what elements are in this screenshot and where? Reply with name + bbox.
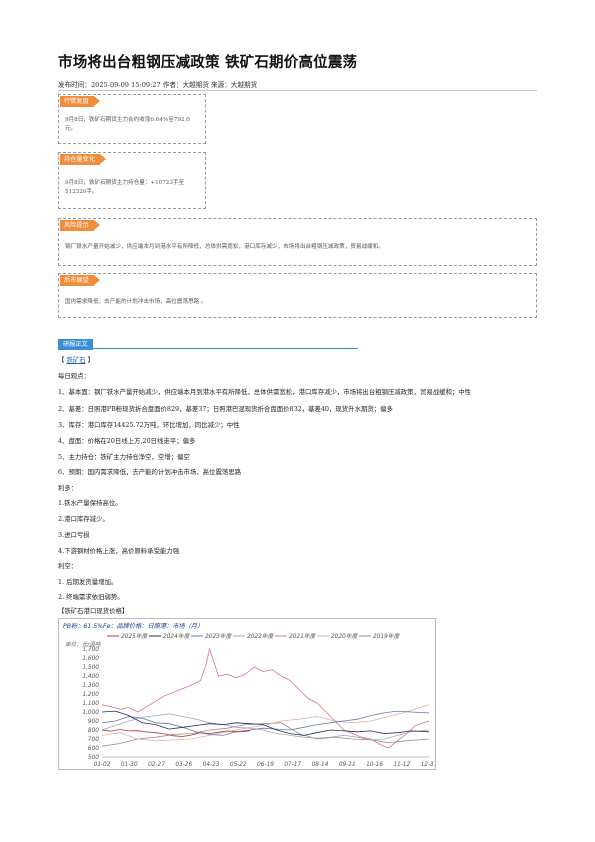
legend-label: 2022年度 (247, 633, 275, 640)
legend-label: 2020年度 (331, 633, 359, 640)
market-review-tag: 行情复盘 (60, 96, 100, 107)
legend-label: 2023年度 (205, 633, 233, 640)
series-line (101, 704, 430, 742)
x-tick-label: 08-14 (312, 762, 329, 768)
position-change-tag: 持仓量变化 (60, 154, 106, 165)
y-tick-label: 1,400 (82, 674, 99, 680)
body-paragraph: 2. 终端需求依旧弱势。 (58, 593, 124, 601)
risk-warning-tag: 风险提示 (60, 220, 100, 231)
series-line (101, 729, 250, 737)
risk-warning-text: 钢厂铁水产量开始减少，供应端本月到港水平有所降低，总体供需宽松，港口库存减少，市… (65, 244, 384, 250)
y-tick-label: 1,200 (82, 692, 99, 698)
body-paragraph: 1. 后期发货量增加。 (58, 578, 118, 586)
legend-label: 2019年度 (373, 633, 401, 640)
series-line (101, 710, 430, 736)
market-review-line: 元。 (65, 126, 77, 132)
position-change-line: 512320手。 (65, 189, 98, 195)
series-line (101, 710, 430, 736)
x-tick-label: 05-22 (230, 762, 247, 768)
outlook-box: 后市展望 国内需求降低，去产能的计划冲击市场，高位震荡思路 。 (58, 273, 537, 318)
market-review-text: 9月8日，铁矿石期货主力合约收涨0.64%至792.0 元。 (65, 116, 190, 134)
body-paragraph: 2.港口库存减少。 (58, 515, 109, 523)
legend-label: 2021年度 (289, 633, 317, 640)
series-line (101, 647, 430, 749)
body-paragraph: 利多： (58, 484, 78, 492)
x-tick-label: 04-23 (203, 762, 220, 768)
x-tick-label: 01-02 (94, 762, 111, 768)
price-chart: PB粉：61.5%Fe：品牌价格：日照港：市场（月） 2025年度 2024年度 20… (58, 618, 436, 770)
body-paragraph: 利空： (58, 562, 78, 570)
x-tick-label: 12-31 (421, 762, 435, 768)
y-tick-label: 1,700 (82, 647, 99, 653)
body-paragraph: 1、基本面：钢厂铁水产量开始减少，供应端本月到港水平有所降低，总体供需宽松，港口… (58, 388, 472, 396)
outlook-text: 国内需求降低，去产能的计划冲击市场，高位震荡思路 。 (65, 299, 207, 305)
report-body-divider (58, 348, 358, 349)
y-tick-label: 600 (88, 746, 99, 752)
body-paragraph: 6、预期：国内需求降低，去产能的计划冲击市场，高位震荡思路 (58, 468, 242, 476)
x-tick-label: 09-11 (339, 762, 356, 768)
x-tick-label: 02-27 (148, 762, 165, 768)
chart-caption: 【铁矿石港口现货价格】 (58, 607, 129, 615)
position-change-text: 9月8日，铁矿石期货主力持仓量：+10723手至 512320手。 (65, 179, 184, 197)
x-tick-label: 01-30 (121, 762, 138, 768)
y-tick-label: 900 (88, 719, 99, 725)
body-paragraph: 3.进口亏损 (58, 531, 90, 539)
bracket-open: 【 (58, 356, 67, 364)
body-paragraph: 5、主力持仓：铁矿主力持仓净空，空增；偏空 (58, 453, 190, 461)
x-tick-label: 07-17 (284, 762, 301, 768)
y-axis-label: 单位：元/湿吨 (65, 641, 102, 648)
legend-label: 2025年度 (121, 633, 149, 640)
body-paragraph: 每日观点： (58, 372, 90, 380)
position-change-box: 持仓量变化 9月8日，铁矿石期货主力持仓量：+10723手至 512320手。 (58, 152, 206, 209)
x-tick-label: 10-16 (366, 762, 383, 768)
legend-label: 2024年度 (163, 633, 191, 640)
y-tick-label: 700 (88, 737, 99, 743)
x-tick-label: 06-19 (257, 762, 274, 768)
body-paragraph: 4.下游钢材价格上涨，高价原料承受能力强 (58, 547, 180, 555)
price-chart-svg: PB粉：61.5%Fe：品牌价格：日照港：市场（月） 2025年度 2024年度 20… (63, 622, 435, 768)
y-tick-label: 500 (88, 755, 99, 761)
body-paragraph: 2、基差：日照港PB粉现货折合盘面价829，基差37；日照港巴混现货折合盘面价8… (58, 405, 393, 413)
publish-meta: 发布时间：2025-09-09 15:09:27 作者：大越期货 来源：大越期货 (58, 81, 258, 89)
position-change-line: 9月8日，铁矿石期货主力持仓量：+10723手至 (65, 180, 185, 186)
market-review-box: 行情复盘 9月8日，铁矿石期货主力合约收涨0.64%至792.0 元。 (58, 94, 206, 144)
y-tick-label: 1,600 (82, 656, 99, 662)
risk-warning-box: 风险提示 钢厂铁水产量开始减少，供应端本月到港水平有所降低，总体供需宽松，港口库… (58, 218, 537, 266)
meta-divider (58, 90, 537, 91)
series-line (101, 713, 430, 741)
body-paragraph: 3、库存：港口库存14425.72万吨，环比增加，同比减少；中性 (58, 421, 240, 429)
series-line (101, 722, 430, 747)
y-tick-label: 1,300 (82, 683, 99, 689)
chart-title: PB粉：61.5%Fe：品牌价格：日照港：市场（月） (63, 622, 203, 630)
y-tick-label: 1,000 (82, 710, 99, 716)
y-tick-label: 800 (88, 728, 99, 734)
bracket-close: 】 (85, 356, 95, 364)
outlook-tag: 后市展望 (60, 275, 100, 286)
y-tick-label: 1,500 (82, 665, 99, 671)
report-body-tab[interactable]: 研报正文 (58, 339, 93, 350)
body-paragraph: 1.铁水产量保持高位。 (58, 499, 122, 507)
category-line: 【 铁矿石 】 (58, 355, 94, 364)
market-review-line: 9月8日，铁矿石期货主力合约收涨0.64%至792.0 (65, 117, 190, 123)
x-tick-label: 11-12 (393, 762, 410, 768)
y-tick-label: 1,100 (82, 701, 99, 707)
page-title: 市场将出台粗钢压减政策 铁矿石期价高位震荡 (58, 54, 358, 71)
category-link[interactable]: 铁矿石 (66, 356, 86, 364)
body-paragraph: 4、盘面：价格在20日线上方,20日线走平；偏多 (58, 437, 196, 445)
x-tick-label: 03-26 (175, 762, 192, 768)
